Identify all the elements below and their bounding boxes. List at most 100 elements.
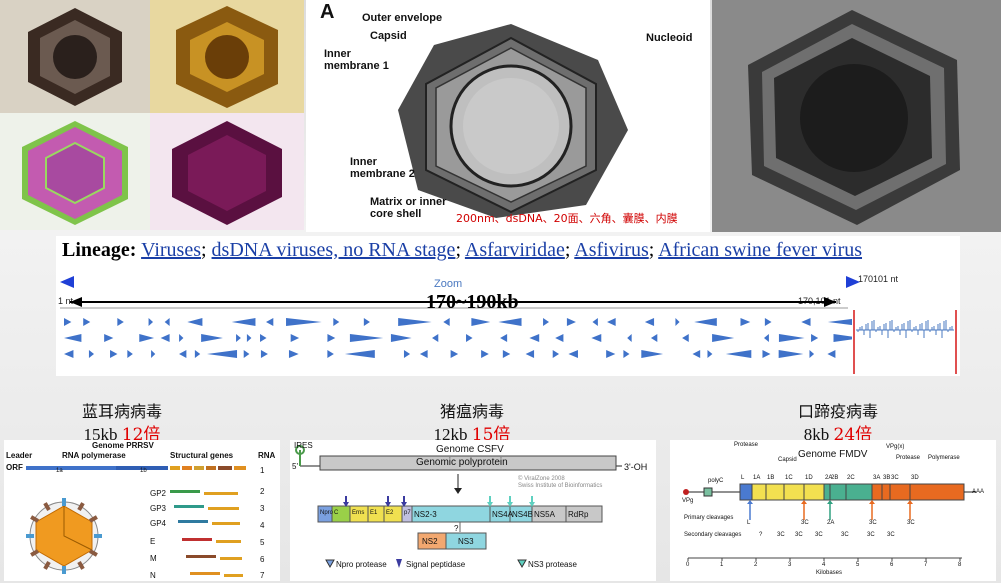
gene-feature (525, 350, 535, 358)
gene-feature (707, 350, 713, 358)
prrsv-row-m: M (150, 554, 157, 563)
gene-feature (179, 334, 184, 342)
csfv-five-prime: 5' (292, 462, 298, 471)
lineage-link-asfv[interactable]: African swine fever virus (658, 239, 863, 261)
gene-feature (529, 334, 540, 342)
fmdv-segment (751, 483, 767, 501)
fmdv-aaa: AAA (972, 489, 985, 495)
gene-feature (682, 334, 689, 342)
gene-feature (231, 318, 256, 326)
csfv-ns3: NS3 (458, 537, 474, 546)
gene-feature (187, 318, 203, 326)
fmdv-top-vpg: VPg(x) (886, 444, 905, 450)
virion-structure-diagram: A Outer envelope Capsid Inner membrane 1… (306, 0, 710, 232)
gene-feature (675, 318, 680, 326)
panel-letter: A (320, 1, 335, 23)
gene-feature (471, 318, 491, 326)
gene-feature (694, 318, 717, 326)
prrsv-row-gp3: GP3 (150, 504, 167, 513)
label-nucleoid: Nucleoid (646, 32, 693, 44)
gene-feature (443, 318, 450, 326)
csfv-protein-label: NS4A (492, 510, 513, 519)
fmdv-segment-label: 1D (805, 475, 813, 481)
gene-feature (623, 350, 630, 358)
lineage-label: Lineage: (62, 239, 137, 261)
csfv-protein-label: NS5A (534, 510, 555, 519)
prrsv-header-rna: RNA (258, 451, 276, 460)
csfv-question: ? (454, 524, 459, 533)
fmdv-primary-mark: 3C (869, 520, 877, 526)
gene-feature (290, 334, 300, 342)
gene-feature (778, 350, 804, 358)
fmdv-secondary-mark: 3C (777, 532, 785, 538)
asfv-micrograph-gray (712, 0, 1001, 232)
csfv-title: Genome CSFV (436, 444, 504, 455)
gene-feature (260, 350, 268, 358)
gene-feature (246, 334, 252, 342)
gene-feature (500, 334, 508, 342)
gene-feature (644, 318, 655, 326)
prrsv-header-structural: Structural genes (170, 451, 234, 460)
fmdv-primary-mark: 2A (827, 520, 835, 526)
fmdv-segment-label: L (741, 475, 745, 481)
lineage-link-asfarviridae[interactable]: Asfarviridae (464, 239, 565, 261)
gene-feature (344, 350, 375, 358)
gene-feature (763, 334, 769, 342)
scroll-left-arrow[interactable] (60, 276, 74, 288)
fmdv-axis-tick: 2 (754, 562, 758, 568)
fmdv-secondary-mark: 3C (841, 532, 849, 538)
gene-feature (627, 334, 632, 342)
lineage-line: Lineage: Viruses; dsDNA viruses, no RNA … (62, 239, 863, 261)
lineage-link-viruses[interactable]: Viruses (141, 239, 201, 261)
gene-feature (811, 334, 819, 342)
prrsv-header-polymerase: RNA polymerase (62, 451, 126, 460)
gene-feature (692, 350, 701, 358)
virus-name-prrsv: 蓝耳病病毒 (81, 402, 162, 421)
gene-feature (236, 334, 241, 342)
gene-feature (502, 350, 511, 358)
genome-track (60, 276, 960, 374)
scroll-right-arrow[interactable] (846, 276, 860, 288)
gene-feature (398, 318, 432, 326)
gene-feature (110, 350, 118, 358)
gene-feature (390, 334, 412, 342)
gene-feature (432, 334, 439, 342)
gene-features (64, 318, 862, 358)
fmdv-segment-label: 2B (831, 475, 839, 481)
fmdv-axis-tick: 0 (686, 562, 690, 568)
gene-feature (481, 350, 489, 358)
fmdv-secondary-mark: 3C (867, 532, 875, 538)
fmdv-axis-label: Kilobases (816, 570, 843, 576)
gene-feature (333, 318, 340, 326)
fmdv-segment (871, 483, 883, 501)
prrsv-row-gp2: GP2 (150, 489, 167, 498)
csfv-credit: © ViralZone 2008 Swiss Institute of Bioi… (518, 476, 603, 489)
gene-feature (566, 318, 576, 326)
gene-feature (117, 318, 124, 326)
csfv-legend-signal: Signal peptidase (406, 560, 466, 569)
fmdv-top-polymerase: Polymerase (928, 455, 960, 461)
fmdv-secondary-mark: 3C (815, 532, 823, 538)
left-nt-label: 1 nt (58, 296, 74, 306)
prrsv-header-leader: Leader (6, 451, 33, 460)
gene-feature (606, 350, 616, 358)
gene-feature (127, 350, 133, 358)
genome-range-label: 170~190kb (426, 291, 519, 313)
zoom-label[interactable]: Zoom (434, 278, 463, 290)
lineage-link-asfivirus[interactable]: Asfivirus (574, 239, 649, 261)
fmdv-vpg: VPg (682, 498, 694, 504)
gene-feature (555, 334, 564, 342)
prrsv-title: Genome PRRSV (92, 441, 154, 450)
fmdv-primary-label: Primary cleavages (684, 515, 734, 521)
fmdv-segment (803, 483, 825, 501)
gene-feature (363, 318, 370, 326)
gene-density-sparkline (856, 320, 954, 338)
gene-feature (592, 318, 598, 326)
gene-feature (607, 318, 616, 326)
gene-feature (712, 334, 735, 342)
fmdv-axis-tick: 3 (788, 562, 792, 568)
lineage-link-dsdna[interactable]: dsDNA viruses, no RNA stage (211, 239, 456, 261)
csfv-protein-label: C (334, 510, 339, 516)
gene-feature (827, 318, 860, 326)
csfv-polyprotein: Genomic polyprotein (416, 457, 508, 468)
